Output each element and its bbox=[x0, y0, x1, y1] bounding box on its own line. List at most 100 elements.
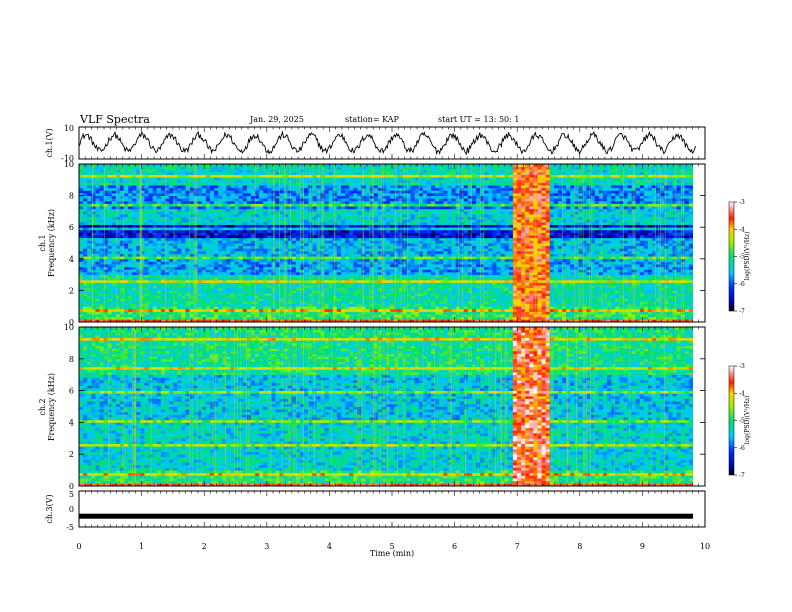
spectrogram-cell bbox=[83, 264, 88, 268]
spectrogram-cell bbox=[455, 271, 461, 275]
spectrogram-cell bbox=[87, 316, 92, 320]
spectrogram-cell bbox=[598, 306, 604, 310]
spectrogram-cell bbox=[549, 303, 555, 307]
spectrogram-cell bbox=[590, 295, 596, 299]
spectrogram-cell bbox=[492, 314, 497, 318]
spectrogram-cell bbox=[152, 261, 158, 265]
spectrogram-cell bbox=[422, 303, 428, 307]
spectrogram-cell bbox=[537, 274, 542, 278]
spectrogram-cell bbox=[83, 287, 88, 291]
spectrogram-cell bbox=[128, 285, 133, 289]
spectrogram-cell bbox=[623, 314, 628, 318]
spectrogram-cell bbox=[647, 245, 653, 249]
spectrogram-cell bbox=[545, 261, 551, 265]
spectrogram-cell bbox=[619, 264, 624, 268]
spectrogram-cell bbox=[226, 306, 231, 310]
spectrogram-cell bbox=[79, 245, 84, 249]
spectrogram-cell bbox=[279, 303, 285, 307]
spectrogram-cell bbox=[144, 250, 149, 254]
spectrogram-cell bbox=[336, 269, 342, 273]
spectrogram-cell bbox=[295, 269, 301, 273]
spectrogram-cell bbox=[684, 316, 690, 320]
spectrogram-cell bbox=[357, 298, 362, 302]
spectrogram-cell bbox=[340, 245, 346, 249]
spectrogram-cell bbox=[381, 290, 387, 294]
spectrogram-cell bbox=[570, 264, 575, 268]
spectrogram-cell bbox=[291, 298, 297, 302]
spectrogram-cell bbox=[255, 266, 260, 270]
spectrogram-cell bbox=[623, 250, 628, 254]
spectrogram-cell bbox=[177, 277, 182, 281]
spectrogram-cell bbox=[169, 243, 174, 247]
spectrogram-cell bbox=[177, 269, 182, 273]
spectrogram-cell bbox=[189, 290, 195, 294]
spectrogram-cell bbox=[537, 311, 542, 315]
spectrogram-cell bbox=[255, 274, 260, 278]
spectrogram-cell bbox=[230, 266, 235, 270]
spectrogram-cell bbox=[435, 295, 440, 299]
spectrogram-cell bbox=[492, 282, 497, 286]
spectrogram-cell bbox=[226, 261, 231, 265]
spectrogram-cell bbox=[83, 269, 88, 273]
spectrogram-cell bbox=[148, 316, 154, 320]
spectrogram-cell bbox=[336, 319, 342, 323]
spectrogram-cell bbox=[246, 250, 252, 254]
spectrogram-cell bbox=[619, 293, 624, 297]
spectrogram-cell bbox=[431, 306, 436, 310]
spectrogram-cell bbox=[557, 290, 563, 294]
spectrogram-cell bbox=[115, 295, 121, 299]
spectrogram-cell bbox=[615, 303, 620, 307]
spectrogram-cell bbox=[435, 293, 440, 297]
spectrogram-cell bbox=[578, 240, 583, 244]
spectrogram-cell bbox=[79, 314, 84, 318]
spectrogram-cell bbox=[336, 298, 342, 302]
spectrogram-cell bbox=[222, 282, 227, 286]
spectrogram-cell bbox=[557, 243, 563, 247]
spectrogram-cell bbox=[594, 298, 600, 302]
spectrogram-cell bbox=[353, 290, 358, 294]
spectrogram-cell bbox=[541, 237, 547, 241]
spectrogram-cell bbox=[443, 256, 448, 260]
spectrogram-cell bbox=[361, 253, 366, 257]
spectrogram-cell bbox=[79, 303, 84, 307]
spectrogram-cell bbox=[95, 279, 100, 283]
spectrogram-cell bbox=[111, 264, 117, 268]
spectrogram-cell bbox=[222, 274, 227, 278]
spectrogram-cell bbox=[263, 256, 268, 260]
spectrogram-cell bbox=[537, 245, 542, 249]
spectrogram-cell bbox=[79, 306, 84, 310]
spectrogram-cell bbox=[279, 287, 285, 291]
spectrogram-cell bbox=[525, 274, 530, 278]
spectrogram-cell bbox=[635, 248, 641, 252]
spectrogram-cell bbox=[246, 261, 252, 265]
spectrogram-cell bbox=[173, 248, 178, 252]
spectrogram-cell bbox=[336, 274, 342, 278]
spectrogram-cell bbox=[169, 253, 174, 257]
spectrogram-cell bbox=[91, 279, 96, 283]
spectrogram-cell bbox=[255, 240, 260, 244]
spectrogram-cell bbox=[95, 261, 100, 265]
spectrogram-cell bbox=[99, 303, 104, 307]
spectrogram-cell bbox=[381, 250, 387, 254]
spectrogram-cell bbox=[426, 258, 432, 262]
spectrogram-cell bbox=[439, 253, 444, 257]
spectrogram-cell bbox=[242, 279, 248, 283]
spectrogram-cell bbox=[291, 269, 297, 273]
spectrogram-cell bbox=[361, 306, 366, 310]
spectrogram-cell bbox=[684, 282, 690, 286]
spectrogram-cell bbox=[467, 256, 473, 260]
spectrogram-cell bbox=[107, 298, 113, 302]
spectrogram-cell bbox=[103, 248, 109, 252]
spectrogram-cell bbox=[602, 316, 608, 320]
spectrogram-cell bbox=[107, 256, 113, 260]
spectrogram-cell bbox=[373, 319, 379, 323]
spectrogram-cell bbox=[492, 266, 497, 270]
spectrogram-cell bbox=[586, 266, 592, 270]
spectrogram-cell bbox=[300, 264, 305, 268]
spectrogram-cell bbox=[631, 248, 637, 252]
spectrogram-cell bbox=[422, 293, 428, 297]
spectrogram-cell bbox=[361, 243, 366, 247]
spectrogram-cell bbox=[500, 269, 506, 273]
spectrogram-cell bbox=[144, 237, 149, 241]
spectrogram-cell bbox=[492, 290, 497, 294]
